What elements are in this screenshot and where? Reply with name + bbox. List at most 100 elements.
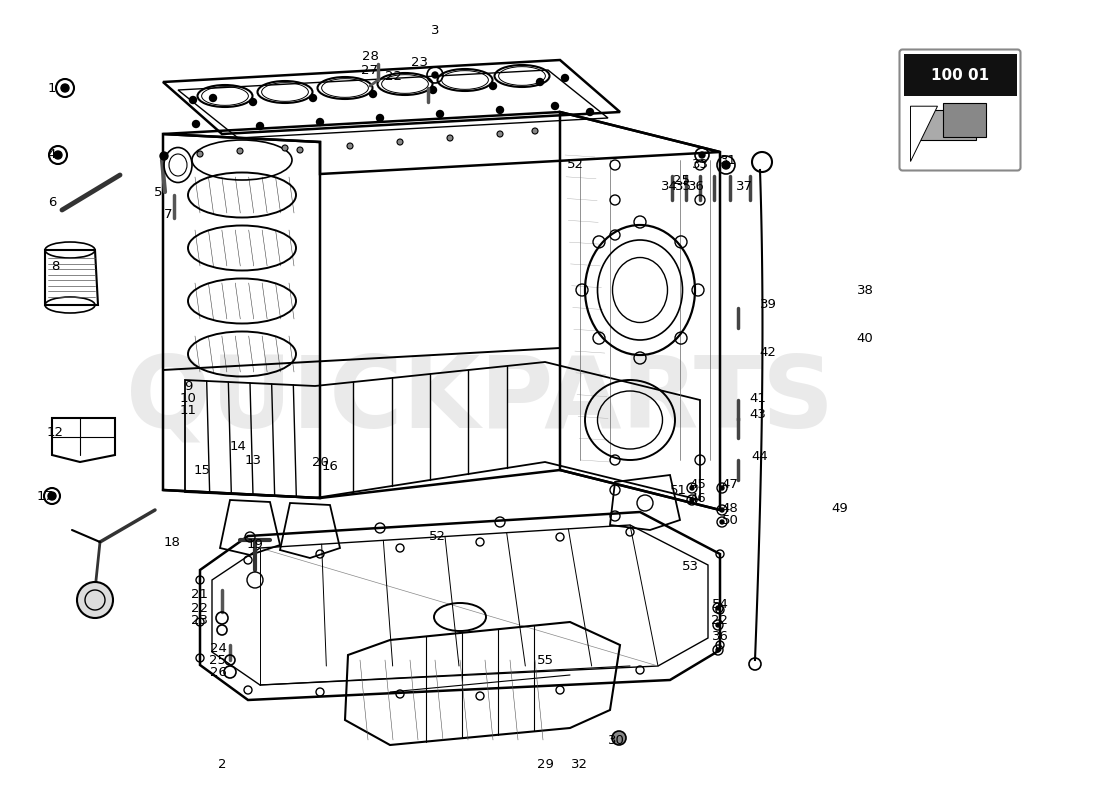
Text: 17: 17	[36, 490, 54, 502]
Circle shape	[297, 147, 302, 153]
Text: 5: 5	[154, 186, 163, 198]
Circle shape	[690, 486, 694, 490]
Text: 11: 11	[179, 403, 197, 417]
Text: 37: 37	[736, 179, 752, 193]
Text: 6: 6	[47, 197, 56, 210]
Circle shape	[397, 139, 403, 145]
Circle shape	[209, 94, 217, 102]
Text: 1: 1	[47, 82, 56, 94]
Text: 16: 16	[321, 461, 339, 474]
Circle shape	[282, 145, 288, 151]
Circle shape	[60, 84, 69, 92]
Text: 48: 48	[722, 502, 738, 514]
Circle shape	[716, 648, 720, 652]
Text: 55: 55	[537, 654, 553, 666]
Circle shape	[490, 82, 496, 90]
Text: 26: 26	[210, 666, 227, 678]
Circle shape	[77, 582, 113, 618]
Circle shape	[561, 74, 569, 82]
Text: 45: 45	[690, 478, 706, 491]
Circle shape	[720, 486, 724, 490]
Circle shape	[612, 731, 626, 745]
Bar	[913, 110, 976, 141]
Circle shape	[722, 161, 730, 169]
Circle shape	[497, 131, 503, 137]
Text: 21: 21	[191, 589, 209, 602]
Text: 24: 24	[210, 642, 227, 654]
Text: 9: 9	[184, 379, 192, 393]
Text: 12: 12	[46, 426, 64, 438]
Circle shape	[309, 94, 317, 102]
Circle shape	[192, 121, 199, 127]
Circle shape	[716, 623, 720, 627]
Circle shape	[346, 143, 353, 149]
Bar	[943, 103, 987, 137]
Text: 38: 38	[857, 283, 873, 297]
Text: 25: 25	[673, 174, 691, 186]
Text: 54: 54	[712, 598, 728, 611]
Circle shape	[370, 90, 376, 98]
Circle shape	[250, 98, 256, 106]
Circle shape	[537, 78, 543, 86]
Text: 31: 31	[719, 154, 737, 166]
Text: 52: 52	[566, 158, 583, 171]
Text: 20: 20	[311, 455, 329, 469]
Bar	[903, 54, 1016, 96]
Text: 23: 23	[191, 614, 209, 626]
Text: 41: 41	[749, 393, 767, 406]
Text: 46: 46	[690, 491, 706, 505]
Circle shape	[236, 148, 243, 154]
Circle shape	[54, 151, 62, 159]
Text: 27: 27	[362, 63, 378, 77]
Text: 40: 40	[857, 331, 873, 345]
Text: 22: 22	[712, 614, 728, 626]
Circle shape	[720, 520, 724, 524]
Text: 13: 13	[244, 454, 262, 466]
Circle shape	[551, 102, 559, 110]
Text: 28: 28	[362, 50, 378, 63]
Text: 34: 34	[661, 179, 678, 193]
Text: 29: 29	[537, 758, 553, 770]
Circle shape	[698, 152, 705, 158]
Text: 10: 10	[179, 391, 197, 405]
Circle shape	[437, 110, 443, 118]
Text: 100 01: 100 01	[931, 68, 989, 83]
Circle shape	[317, 118, 323, 126]
Text: 7: 7	[164, 209, 173, 222]
Text: 4: 4	[47, 149, 56, 162]
Circle shape	[532, 128, 538, 134]
Text: 49: 49	[832, 502, 848, 514]
Circle shape	[690, 498, 694, 502]
Text: 44: 44	[751, 450, 769, 462]
Text: 36: 36	[688, 179, 704, 193]
Circle shape	[586, 109, 594, 115]
Text: 14: 14	[230, 439, 246, 453]
Circle shape	[496, 106, 504, 114]
Circle shape	[716, 606, 720, 610]
Circle shape	[256, 122, 264, 130]
Text: 25: 25	[209, 654, 227, 666]
Text: 50: 50	[722, 514, 738, 526]
Text: 33: 33	[692, 158, 708, 171]
Text: 22: 22	[191, 602, 209, 614]
Circle shape	[160, 152, 168, 160]
Circle shape	[720, 508, 724, 512]
Text: 43: 43	[749, 409, 767, 422]
Circle shape	[429, 86, 437, 94]
Text: 2: 2	[218, 758, 227, 770]
Circle shape	[447, 135, 453, 141]
Text: 35: 35	[674, 179, 692, 193]
Text: 53: 53	[682, 561, 698, 574]
FancyBboxPatch shape	[900, 50, 1021, 170]
Text: 18: 18	[164, 537, 180, 550]
Text: 19: 19	[246, 538, 263, 551]
Text: 30: 30	[607, 734, 625, 746]
Text: 23: 23	[411, 57, 429, 70]
Circle shape	[432, 72, 438, 78]
Text: 3: 3	[431, 23, 439, 37]
Text: 52: 52	[429, 530, 446, 543]
Circle shape	[48, 492, 56, 500]
Text: 15: 15	[194, 463, 210, 477]
Circle shape	[189, 97, 197, 103]
Text: 39: 39	[760, 298, 777, 311]
